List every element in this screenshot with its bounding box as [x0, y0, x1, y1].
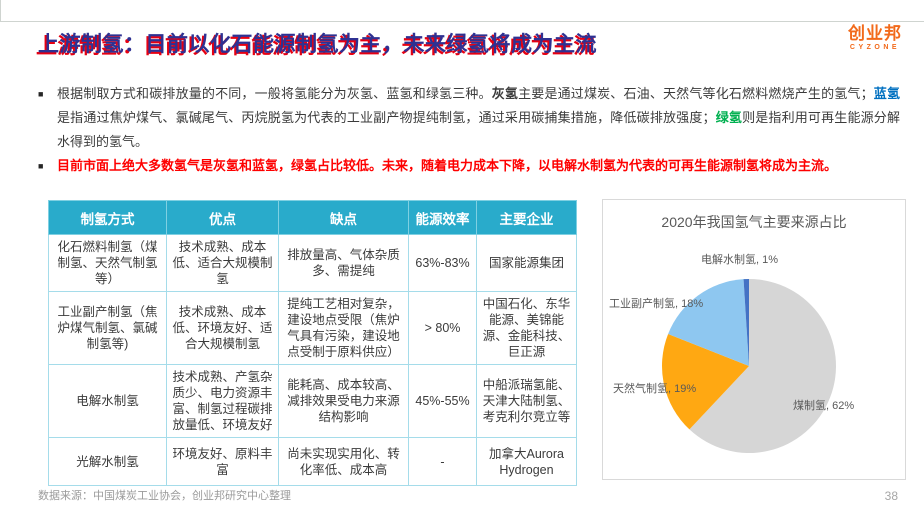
table-cell: 45%-55% — [408, 364, 477, 438]
pie-slice-工业副产制氢 — [668, 279, 749, 366]
chart-title: 2020年我国氢气主要来源占比 — [661, 214, 847, 230]
table-header-cell: 缺点 — [278, 200, 409, 235]
table-row: 光解水制氢 环境友好、原料丰富 尚未实现实用化、转化率低、成本高 - 加拿大Aurora… — [48, 437, 577, 486]
pie-chart — [661, 279, 836, 453]
table-header-cell: 能源效率 — [408, 200, 477, 235]
table-cell: 能耗高、成本较高、减排效果受电力来源结构影响 — [278, 364, 409, 438]
table-cell: 技术成熟、成本低、环境友好、适合大规模制氢 — [166, 291, 279, 365]
table-cell: 尚未实现实用化、转化率低、成本高 — [278, 437, 409, 486]
table-cell: 63%-83% — [408, 234, 477, 292]
table-cell: 加拿大Aurora Hydrogen — [476, 437, 577, 486]
page-title: 上游制氢：目前以化石能源制氢为主，未来绿氢将成为主流 — [38, 33, 597, 56]
bullet-item: ■ 目前市面上绝大多数氢气是灰氢和蓝氢，绿氢占比较低。未来，随着电力成本下降，以电… — [38, 154, 900, 178]
cyzone-logo: 创业邦 CYZONE — [848, 24, 902, 52]
pie-chart-panel: 2020年我国氢气主要来源占比 煤制氢, 62% 天然气制氢, 19% 工业副产制氢… — [602, 199, 906, 480]
table-cell: 国家能源集团 — [476, 234, 577, 292]
source-note: 数据来源：中国煤炭工业协会，创业邦研究中心整理 — [38, 490, 291, 502]
bullet-square-icon: ■ — [38, 161, 44, 171]
pie-label: 天然气制氢, 19% — [613, 383, 697, 395]
table-cell: 中船派瑞氢能、天津大陆制氢、考克利尔竞立等 — [476, 364, 577, 438]
table-header-cell: 优点 — [166, 200, 279, 235]
table-cell: 化石燃料制氢（煤制氢、天然气制氢等） — [48, 234, 167, 292]
bullet-text-segment: 主要是通过煤炭、石油、天然气等化石燃料燃烧产生的氢气； — [518, 86, 874, 101]
table-cell: 技术成熟、产氢杂质少、电力资源丰富、制氢过程碳排放量低、环境友好 — [166, 364, 279, 438]
bullet-text-segment: 根据制取方式和碳排放量的不同，一般将氢能分为灰氢、蓝氢和绿氢三种。 — [57, 86, 492, 101]
table-cell: 中国石化、东华能源、美锦能源、金能科技、巨正源 — [476, 291, 577, 365]
bullet-square-icon: ■ — [38, 89, 44, 99]
top-divider — [0, 21, 924, 22]
table-cell: 提纯工艺相对复杂，建设地点受限（焦炉气具有污染，建设地点受制于原料供应） — [278, 291, 409, 365]
page-number: 38 — [884, 489, 898, 503]
pie-slice-煤制氢 — [689, 279, 836, 453]
pie-label: 电解水制氢, 1% — [701, 254, 779, 266]
table-row: 化石燃料制氢（煤制氢、天然气制氢等） 技术成熟、成本低、适合大规模制氢 排放量高、气… — [48, 234, 577, 292]
bullet-text-segment: 则是指利用可再生能源分解水得到的氢气。 — [57, 110, 900, 149]
pie-slice-电解水制氢 — [743, 279, 749, 366]
table-cell: > 80% — [408, 291, 477, 365]
bullet-text-segment: 绿氢 — [715, 110, 743, 125]
bullet-text-segment: 目前市面上绝大多数氢气是灰氢和蓝氢，绿氢占比较低。未来，随着电力成本下降，以电解… — [57, 158, 838, 173]
bullet-item: ■ 根据制取方式和碳排放量的不同，一般将氢能分为灰氢、蓝氢和绿氢三种。灰氢主要是通… — [38, 82, 900, 154]
logo-cn-text: 创业邦 — [848, 24, 902, 43]
table-cell: 光解水制氢 — [48, 437, 167, 486]
left-edge-line — [0, 0, 1, 21]
table-cell: 技术成熟、成本低、适合大规模制氢 — [166, 234, 279, 292]
table-row: 电解水制氢 技术成熟、产氢杂质少、电力资源丰富、制氢过程碳排放量低、环境友好 能耗高… — [48, 364, 577, 438]
table-header-cell: 制氢方式 — [48, 200, 167, 235]
table-cell: 环境友好、原料丰富 — [166, 437, 279, 486]
bullet-list: ■ 根据制取方式和碳排放量的不同，一般将氢能分为灰氢、蓝氢和绿氢三种。灰氢主要是通… — [38, 82, 900, 178]
bullet-text-segment: 蓝氢 — [873, 86, 900, 101]
table-header-row: 制氢方式 优点 缺点 能源效率 主要企业 — [48, 200, 577, 235]
table-cell: 电解水制氢 — [48, 364, 167, 438]
table-header-cell: 主要企业 — [476, 200, 577, 235]
table-row: 工业副产制氢（焦炉煤气制氢、氯碱制氢等) 技术成熟、成本低、环境友好、适合大规模制… — [48, 291, 577, 365]
table-cell: - — [408, 437, 477, 486]
table-cell: 排放量高、气体杂质多、需提纯 — [278, 234, 409, 292]
pie-slice-天然气制氢 — [661, 333, 749, 430]
bullet-text-segment: 是指通过焦炉煤气、氯碱尾气、丙烷脱氢为代表的工业副产物提纯制氢，通过采用碳捕集措… — [57, 110, 716, 125]
pie-label: 煤制氢, 62% — [793, 400, 855, 412]
logo-en-text: CYZONE — [849, 44, 901, 51]
hydrogen-methods-table: 制氢方式 优点 缺点 能源效率 主要企业 化石燃料制氢（煤制氢、天然气制氢等） 技术成熟、… — [48, 200, 577, 486]
bullet-text-segment: 灰氢 — [491, 86, 519, 101]
table-cell: 工业副产制氢（焦炉煤气制氢、氯碱制氢等) — [48, 291, 167, 365]
pie-label: 工业副产制氢, 18% — [609, 298, 704, 310]
